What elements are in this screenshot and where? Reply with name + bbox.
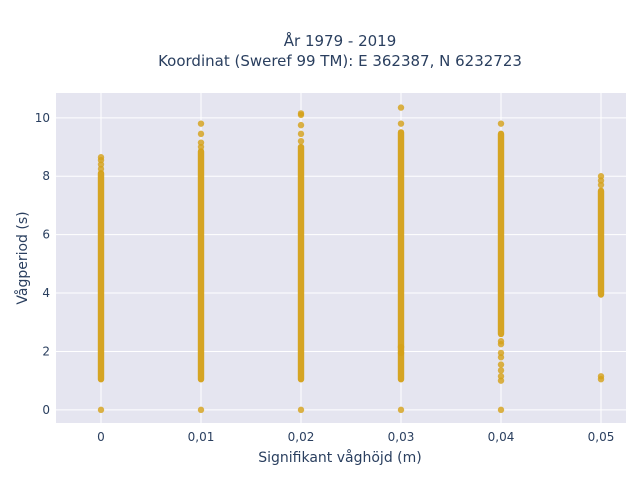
data-point <box>397 349 405 357</box>
data-point-band <box>297 143 305 383</box>
data-point <box>297 121 305 129</box>
data-point-band <box>197 148 205 383</box>
data-point <box>97 406 105 414</box>
x-tick-label: 0,04 <box>488 430 515 444</box>
chart-title-line-1: År 1979 - 2019 <box>284 31 397 50</box>
data-point <box>197 406 205 414</box>
data-point <box>497 349 505 357</box>
data-point <box>497 354 505 361</box>
data-point-band <box>597 187 605 298</box>
data-point <box>497 377 505 384</box>
data-point <box>297 406 305 414</box>
data-point <box>497 338 505 345</box>
y-tick-label: 10 <box>35 111 50 125</box>
x-axis-ticks: 0 0,01 0,02 0,03 0,04 0,05 <box>97 430 614 444</box>
data-point <box>197 143 205 151</box>
data-point-band <box>97 170 105 383</box>
data-point <box>297 130 305 138</box>
y-axis-label: Vågperiod (s) <box>14 211 31 304</box>
data-point <box>497 120 505 127</box>
y-tick-label: 0 <box>42 403 50 417</box>
data-point <box>497 367 505 374</box>
data-point <box>497 406 505 414</box>
x-tick-label: 0,05 <box>588 430 615 444</box>
data-point <box>297 137 305 145</box>
data-point <box>297 110 305 117</box>
data-point <box>397 406 405 414</box>
data-point <box>197 120 205 127</box>
data-point <box>397 343 405 351</box>
data-point <box>597 173 605 180</box>
chart-title-line-2: Koordinat (Sweref 99 TM): E 362387, N 62… <box>158 52 522 70</box>
x-tick-label: 0,03 <box>388 430 415 444</box>
y-axis-ticks: 0 2 4 6 8 10 <box>35 111 50 417</box>
data-points <box>97 104 605 414</box>
data-point <box>97 154 105 161</box>
x-tick-label: 0,02 <box>288 430 315 444</box>
y-tick-label: 6 <box>42 228 50 242</box>
y-tick-label: 4 <box>42 286 50 300</box>
data-point <box>397 120 405 127</box>
data-point <box>97 165 105 173</box>
data-point <box>597 373 605 380</box>
x-tick-label: 0 <box>97 430 105 444</box>
data-point <box>197 130 205 138</box>
x-tick-label: 0,01 <box>188 430 215 444</box>
data-point <box>397 104 405 111</box>
y-tick-label: 2 <box>42 344 50 358</box>
data-point-band <box>397 129 405 383</box>
data-point-band <box>497 130 505 338</box>
plot-area <box>56 93 626 423</box>
data-point <box>497 373 505 380</box>
y-tick-label: 8 <box>42 169 50 183</box>
data-point <box>197 139 205 146</box>
x-axis-label: Signifikant våghöjd (m) <box>258 449 421 466</box>
data-point <box>597 177 605 184</box>
data-point <box>97 161 105 168</box>
data-point <box>497 361 505 368</box>
data-point <box>597 181 605 189</box>
